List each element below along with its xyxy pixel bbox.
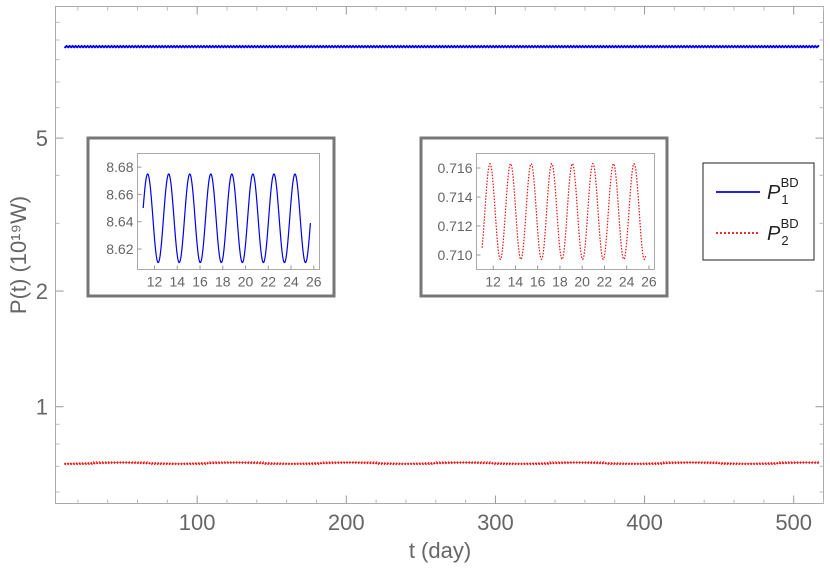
y-tick-label: 1: [36, 395, 48, 420]
x-tick-label: 500: [775, 510, 812, 535]
inset-y-tick-label: 0.710: [437, 247, 472, 263]
x-tick-label: 400: [626, 510, 663, 535]
inset-1-series-line: [142, 173, 311, 264]
inset-x-tick-label: 16: [530, 274, 546, 290]
inset-x-tick-label: 24: [283, 274, 299, 290]
inset-y-tick-label: 8.64: [106, 214, 133, 230]
inset-y-tick-label: 0.714: [437, 189, 472, 205]
y-tick-label: 5: [36, 126, 48, 151]
inset-x-tick-label: 14: [170, 274, 186, 290]
series-line-2: [63, 461, 820, 466]
series-line-1: [63, 44, 820, 49]
inset-panel-2: 12 14 16 18 20 22 24 26 0.710 0.712 0.714 0.716: [419, 136, 669, 298]
inset-x-tick-label: 20: [574, 274, 590, 290]
inset-2-frame: [476, 153, 655, 270]
legend-box: [702, 162, 815, 261]
inset-x-tick-label: 12: [147, 274, 163, 290]
inset-x-tick-label: 18: [552, 274, 568, 290]
legend-label-p1: P1BD: [767, 175, 799, 207]
inset-y-tick-label: 0.712: [437, 218, 472, 234]
inset-x-tick-label: 12: [485, 274, 501, 290]
inset-1-ticks: 12 14 16 18 20 22 24 26 8.62 8.64 8.66 8.68: [106, 159, 322, 289]
inset-x-tick-label: 20: [238, 274, 254, 290]
x-tick-label: 200: [328, 510, 365, 535]
plot-frame: [55, 6, 824, 504]
inset-x-tick-label: 26: [306, 274, 322, 290]
y-tick-label: 2: [36, 279, 48, 304]
inset-2-ticks: 12 14 16 18 20 22 24 26 0.710 0.712 0.714 0.716: [437, 160, 656, 290]
inset-x-tick-label: 18: [215, 274, 231, 290]
legend: P1BD P2BD: [702, 162, 815, 261]
x-axis-title: t (day): [409, 538, 471, 563]
x-tick-label: 100: [179, 510, 216, 535]
inset-x-tick-label: 16: [192, 274, 208, 290]
inset-x-tick-label: 22: [261, 274, 277, 290]
inset-y-tick-label: 8.68: [106, 159, 133, 175]
main-series: [63, 44, 820, 466]
inset-x-tick-label: 24: [619, 274, 635, 290]
x-tick-label: 300: [477, 510, 514, 535]
inset-y-tick-label: 8.62: [106, 241, 133, 257]
inset-panel-1: 12 14 16 18 20 22 24 26 8.62 8.64 8.66 8.68: [86, 136, 336, 298]
y-axis-title: P(t) (10¹⁹W): [6, 196, 31, 314]
inset-2-series-line: [481, 162, 647, 261]
inset-x-tick-label: 22: [597, 274, 613, 290]
inset-1-frame: [137, 153, 320, 270]
inset-x-tick-label: 26: [641, 274, 657, 290]
inset-x-tick-label: 14: [508, 274, 524, 290]
inset-y-tick-label: 8.66: [106, 186, 133, 202]
legend-label-p2: P2BD: [767, 216, 799, 248]
inset-y-tick-label: 0.716: [437, 160, 472, 176]
